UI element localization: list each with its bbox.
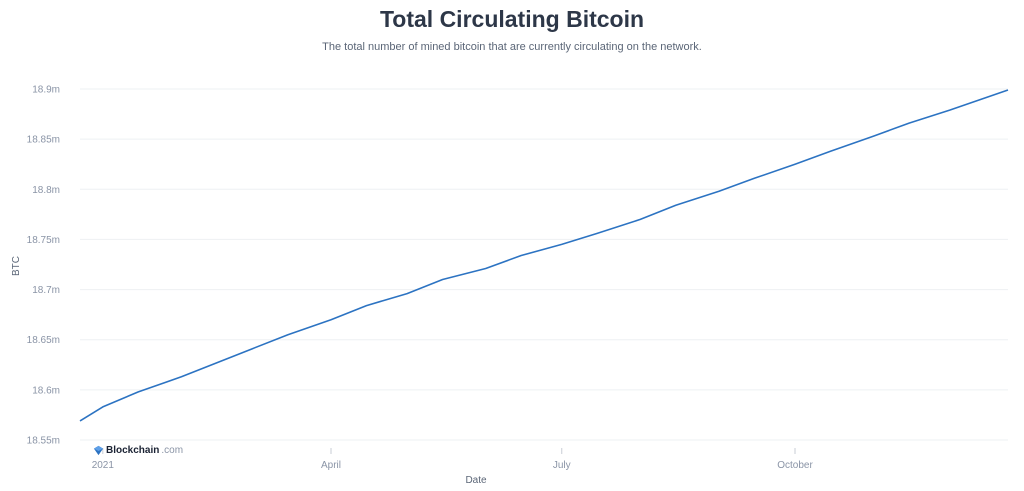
x-tick-label: 2021	[92, 460, 115, 471]
y-tick-label: 18.75m	[27, 235, 60, 246]
x-tick-label: April	[321, 460, 341, 471]
y-tick-label: 18.8m	[32, 185, 60, 196]
series-line	[79, 89, 1009, 422]
x-tick-label: October	[777, 460, 813, 471]
watermark-brand: Blockchain	[106, 445, 160, 456]
blockchain-logo-icon	[93, 445, 104, 456]
watermark-domain: .com	[161, 445, 184, 456]
series-layer	[79, 89, 1009, 422]
y-tick-label: 18.9m	[32, 85, 60, 96]
chart-subtitle: The total number of mined bitcoin that a…	[322, 41, 702, 53]
y-axis-ticks: 18.55m 18.6m 18.65m 18.7m 18.75m 18.8m 18.85m 1…	[27, 85, 60, 447]
blockchain-watermark: Blockchain .com	[93, 445, 183, 456]
x-axis-title: Date	[465, 475, 487, 486]
x-axis-ticks: 2021 April July October	[92, 448, 813, 471]
grid-lines	[80, 88, 1008, 441]
y-tick-label: 18.6m	[32, 385, 60, 396]
y-tick-label: 18.55m	[27, 436, 60, 447]
y-tick-label: 18.7m	[32, 285, 60, 296]
y-tick-label: 18.65m	[27, 335, 60, 346]
y-axis-title: BTC	[11, 256, 22, 276]
chart-title: Total Circulating Bitcoin	[379, 6, 645, 32]
x-tick-label: July	[553, 460, 571, 471]
y-tick-label: 18.85m	[27, 135, 60, 146]
